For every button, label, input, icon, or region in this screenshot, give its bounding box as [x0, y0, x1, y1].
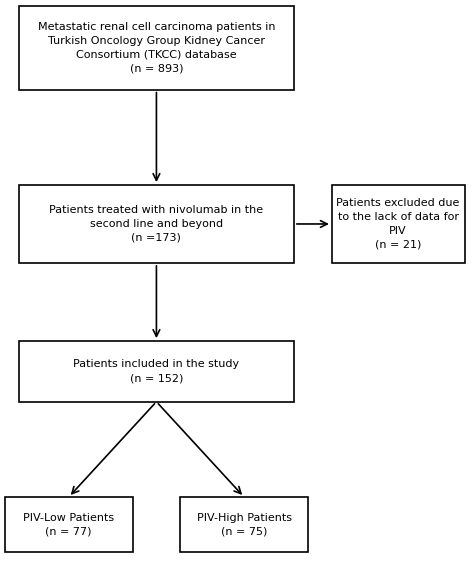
Text: Patients included in the study
(n = 152): Patients included in the study (n = 152) — [73, 360, 239, 383]
FancyBboxPatch shape — [332, 185, 465, 263]
FancyBboxPatch shape — [19, 185, 294, 263]
FancyBboxPatch shape — [180, 497, 308, 552]
FancyBboxPatch shape — [19, 6, 294, 90]
FancyBboxPatch shape — [5, 497, 133, 552]
Text: Metastatic renal cell carcinoma patients in
Turkish Oncology Group Kidney Cancer: Metastatic renal cell carcinoma patients… — [37, 22, 275, 73]
Text: Patients excluded due
to the lack of data for
PIV
(n = 21): Patients excluded due to the lack of dat… — [337, 198, 460, 250]
Text: PIV-High Patients
(n = 75): PIV-High Patients (n = 75) — [197, 513, 292, 536]
Text: PIV-Low Patients
(n = 77): PIV-Low Patients (n = 77) — [23, 513, 114, 536]
FancyBboxPatch shape — [19, 341, 294, 402]
Text: Patients treated with nivolumab in the
second line and beyond
(n =173): Patients treated with nivolumab in the s… — [49, 205, 264, 243]
